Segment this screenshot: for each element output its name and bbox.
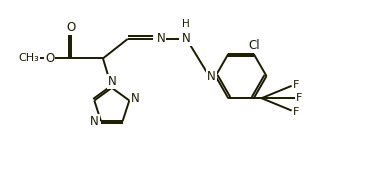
Text: N: N — [131, 92, 140, 105]
Text: N: N — [182, 32, 191, 45]
Text: O: O — [45, 52, 55, 65]
Text: O: O — [66, 21, 76, 34]
Text: Cl: Cl — [248, 39, 260, 52]
Text: N: N — [90, 115, 99, 128]
Text: F: F — [293, 107, 299, 117]
Text: N: N — [157, 32, 165, 45]
Text: N: N — [108, 75, 117, 88]
Text: H: H — [182, 19, 190, 29]
Text: CH₃: CH₃ — [18, 53, 39, 63]
Text: F: F — [293, 80, 299, 90]
Text: N: N — [207, 70, 216, 83]
Text: F: F — [296, 93, 303, 103]
